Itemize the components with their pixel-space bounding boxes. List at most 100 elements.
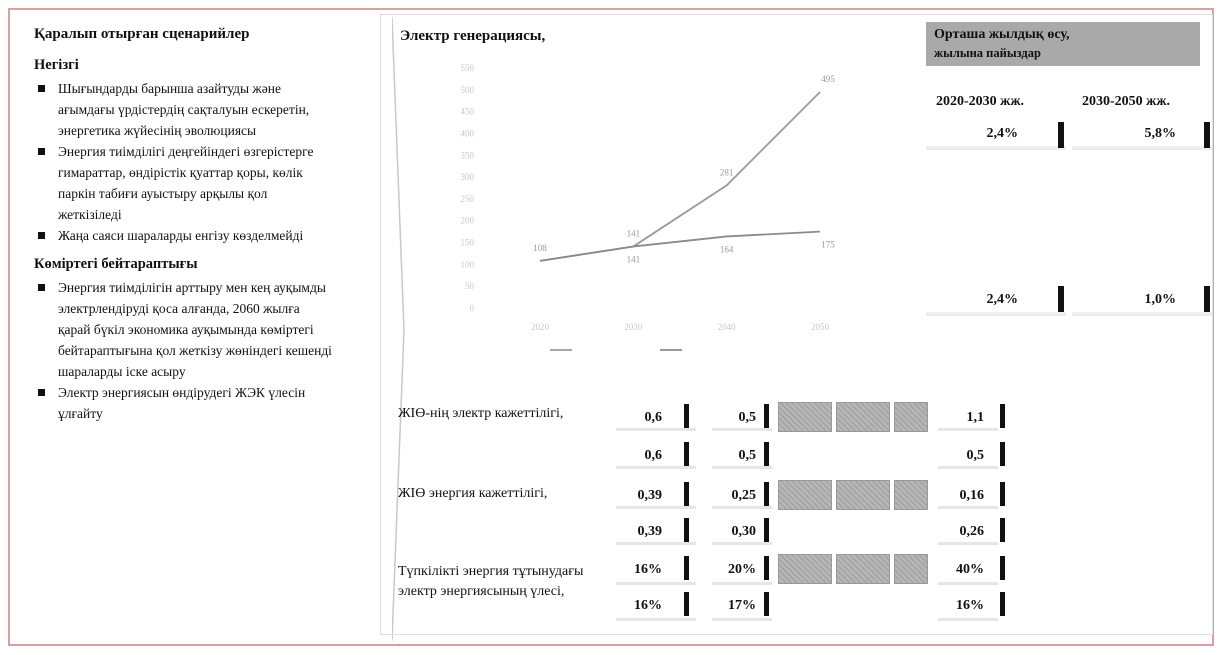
section-list-carbon: Энергия тиімділігін арттыру мен кең ауқы… bbox=[34, 277, 334, 424]
data-label: 164 bbox=[720, 244, 734, 254]
scenarios-panel: Қаралып отырған сценарийлер Негізгі Шығы… bbox=[34, 26, 334, 434]
growth-shade bbox=[1072, 312, 1212, 316]
cell-marker bbox=[1000, 518, 1005, 542]
list-item: Шығындарды барынша азайтуды және ағымдағ… bbox=[34, 78, 334, 141]
list-item: Электр энергиясын өндірудегі ЖЭК үлесін … bbox=[34, 382, 334, 424]
y-tick-label: 150 bbox=[461, 238, 475, 248]
cell-shade bbox=[616, 618, 696, 621]
data-label: 141 bbox=[627, 228, 641, 238]
shaded-block bbox=[836, 480, 890, 510]
cell-value: 20% bbox=[728, 562, 756, 577]
cell-shade bbox=[616, 582, 696, 585]
list-item: Энергия тиімділігін арттыру мен кең ауқы… bbox=[34, 277, 334, 382]
x-tick-label: 2040 bbox=[718, 322, 737, 332]
shaded-block bbox=[778, 480, 832, 510]
series-line-0 bbox=[539, 91, 821, 262]
cell-marker bbox=[764, 482, 769, 506]
cell-value: 1,1 bbox=[966, 410, 985, 425]
growth-marker bbox=[1204, 286, 1210, 312]
panel-border bbox=[380, 14, 1213, 635]
cell-value: 0,5 bbox=[966, 448, 985, 463]
cell-value: 0,6 bbox=[644, 410, 663, 425]
cell-marker bbox=[684, 404, 689, 428]
cell-shade bbox=[712, 582, 772, 585]
cell-marker bbox=[684, 442, 689, 466]
cell-marker bbox=[764, 556, 769, 580]
y-tick-label: 200 bbox=[461, 216, 475, 226]
x-tick-label: 2050 bbox=[811, 322, 830, 332]
y-tick-label: 100 bbox=[461, 259, 475, 269]
list-item-text: Энергия тиімділігі деңгейіндегі өзгеріст… bbox=[58, 144, 314, 222]
cell-marker bbox=[764, 404, 769, 428]
growth-marker bbox=[1058, 286, 1064, 312]
growth-value: 2,4% bbox=[986, 292, 1019, 307]
cell-value: 0,16 bbox=[959, 488, 985, 503]
cell-shade bbox=[938, 466, 998, 469]
bullet-icon bbox=[38, 232, 45, 239]
bullet-icon bbox=[38, 389, 45, 396]
growth-col-2030-2050: 2030-2050 жж. bbox=[1082, 94, 1170, 109]
cell-value: 0,6 bbox=[644, 448, 663, 463]
bullet-icon bbox=[38, 85, 45, 92]
growth-shade bbox=[926, 146, 1066, 150]
cell-shade bbox=[616, 542, 696, 545]
y-tick-label: 550 bbox=[461, 63, 475, 73]
growth-header-title: Орташа жылдық өсу, bbox=[934, 27, 1070, 42]
growth-header: Орташа жылдық өсу, жылына пайыздар bbox=[926, 22, 1200, 66]
growth-shade bbox=[1072, 146, 1212, 150]
row-label-gdp-electric: ЖІӨ-нің электр кажеттілігі, bbox=[398, 406, 564, 421]
generation-line-chart: 0 50 100 150 200 250 300 350 400 450 500 550 2020 203… bbox=[461, 63, 835, 351]
y-tick-label: 250 bbox=[461, 194, 475, 204]
shaded-block bbox=[836, 554, 890, 584]
row-label-electric-share: Түпкілікті энергия тұтынудағы электр эне… bbox=[398, 564, 584, 599]
cell-value: 0,30 bbox=[731, 524, 757, 539]
growth-value: 1,0% bbox=[1144, 292, 1177, 307]
cell-shade bbox=[938, 428, 998, 431]
list-item: Энергия тиімділігі деңгейіндегі өзгеріст… bbox=[34, 141, 334, 225]
cell-marker bbox=[764, 592, 769, 616]
cell-shade bbox=[938, 582, 998, 585]
shaded-block bbox=[778, 402, 832, 432]
growth-value: 2,4% bbox=[986, 126, 1019, 141]
shaded-block bbox=[836, 402, 890, 432]
list-item-text: Электр энергиясын өндірудегі ЖЭК үлесін … bbox=[58, 385, 306, 421]
bullet-icon bbox=[38, 284, 45, 291]
y-tick-label: 0 bbox=[470, 303, 475, 313]
growth-value: 5,8% bbox=[1144, 126, 1177, 141]
cell-value: 0,39 bbox=[637, 488, 663, 503]
cell-shade bbox=[712, 506, 772, 509]
cell-value: 16% bbox=[634, 562, 662, 577]
y-tick-label: 50 bbox=[465, 281, 475, 291]
chevron-separator bbox=[392, 17, 405, 641]
growth-marker bbox=[1204, 122, 1210, 148]
data-label: 175 bbox=[821, 240, 835, 250]
cell-shade bbox=[712, 618, 772, 621]
shaded-block bbox=[894, 480, 928, 510]
cell-value: 0,5 bbox=[738, 448, 757, 463]
growth-shade bbox=[926, 312, 1066, 316]
cell-marker bbox=[684, 518, 689, 542]
cell-value: 17% bbox=[728, 598, 756, 613]
section-heading-carbon: Көміртегі бейтараптығы bbox=[34, 256, 198, 272]
shaded-block bbox=[894, 554, 928, 584]
shaded-block bbox=[894, 402, 928, 432]
x-tick-label: 2020 bbox=[531, 322, 550, 332]
cell-value: 40% bbox=[956, 562, 984, 577]
data-label: 141 bbox=[627, 254, 641, 264]
y-tick-label: 300 bbox=[461, 172, 475, 182]
list-item-text: Жаңа саяси шараларды енгізу көзделмейді bbox=[58, 228, 304, 243]
y-tick-label: 350 bbox=[461, 150, 475, 160]
cell-marker bbox=[684, 482, 689, 506]
cell-shade bbox=[616, 506, 696, 509]
cell-marker bbox=[1000, 442, 1005, 466]
cell-shade bbox=[938, 542, 998, 545]
cell-value: 0,25 bbox=[731, 488, 757, 503]
scenarios-title: Қаралып отырған сценарийлер bbox=[34, 26, 250, 42]
cell-shade bbox=[938, 618, 998, 621]
y-tick-label: 500 bbox=[461, 85, 475, 95]
series-line-1 bbox=[539, 230, 821, 262]
cell-value: 16% bbox=[956, 598, 984, 613]
cell-shade bbox=[938, 506, 998, 509]
cell-shade bbox=[712, 466, 772, 469]
y-tick-label: 450 bbox=[461, 107, 475, 117]
